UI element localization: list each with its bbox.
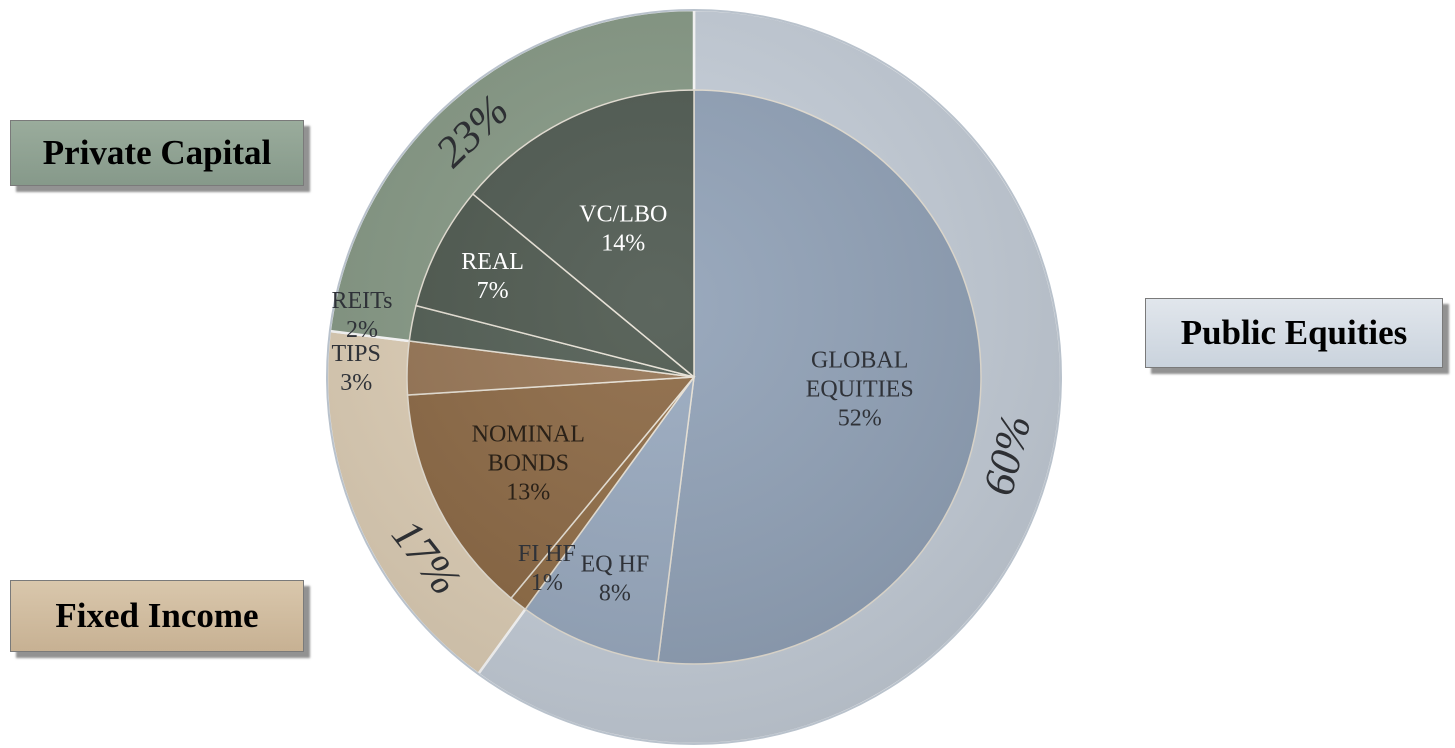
category-label-nominal-bonds: NOMINAL: [472, 421, 585, 447]
category-label-vc-lbo: VC/LBO: [579, 201, 667, 227]
value-label-real: 7%: [477, 278, 509, 304]
value-label-fi-hf: 1%: [531, 570, 563, 596]
value-label-tips: 3%: [340, 370, 372, 396]
category-label-fi-hf: FI HF: [518, 541, 576, 567]
value-label-eq-hf: 8%: [599, 580, 631, 606]
value-label-nominal-bonds: 13%: [506, 479, 550, 505]
category-label-real: REAL: [461, 249, 524, 275]
legend-private-capital: Private Capital: [10, 120, 304, 186]
category-label-tips: TIPS: [332, 341, 381, 367]
category-label-global-equities: GLOBAL: [811, 347, 908, 373]
category-label-global-equities: EQUITIES: [806, 376, 914, 402]
value-label-reits: 2%: [346, 317, 378, 343]
category-label-reits: REITs: [332, 288, 393, 314]
value-label-vc-lbo: 14%: [601, 230, 645, 256]
value-label-global-equities: 52%: [838, 405, 882, 431]
legend-public-equities: Public Equities: [1145, 298, 1443, 368]
legend-public-equities-label: Public Equities: [1180, 313, 1408, 352]
category-label-eq-hf: EQ HF: [581, 551, 650, 577]
category-label-nominal-bonds: BONDS: [488, 450, 569, 476]
legend-fixed-income-label: Fixed Income: [55, 596, 259, 635]
legend-fixed-income: Fixed Income: [10, 580, 304, 652]
legend-private-capital-label: Private Capital: [42, 133, 272, 172]
